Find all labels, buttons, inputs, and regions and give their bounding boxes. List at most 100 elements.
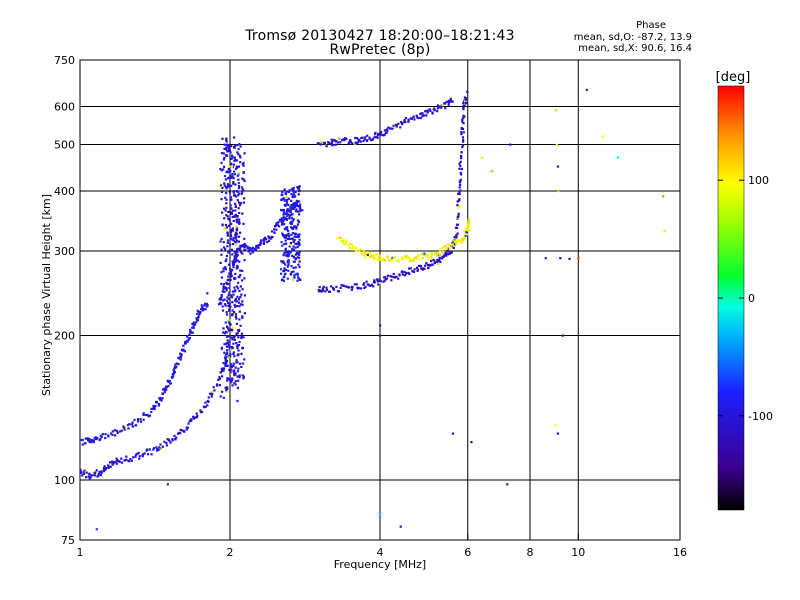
data-point <box>99 473 103 477</box>
data-point <box>120 429 123 432</box>
data-point <box>281 193 284 197</box>
data-point <box>226 349 229 352</box>
data-point <box>377 283 380 286</box>
data-point <box>220 302 223 305</box>
data-point <box>464 234 467 237</box>
data-point <box>229 348 233 351</box>
data-point <box>239 248 242 252</box>
data-point <box>292 226 296 229</box>
data-point <box>236 253 239 257</box>
data-point <box>255 244 258 248</box>
data-point <box>319 143 322 146</box>
data-point <box>291 187 294 191</box>
data-point <box>451 242 454 245</box>
data-point <box>192 417 196 420</box>
data-point <box>220 161 223 164</box>
data-point <box>227 297 230 300</box>
data-point <box>223 298 226 301</box>
data-point <box>459 181 462 184</box>
data-point <box>153 407 156 410</box>
data-point <box>461 127 465 131</box>
data-point <box>92 472 95 475</box>
data-point <box>193 416 197 419</box>
data-point <box>210 395 213 398</box>
data-point <box>165 444 168 447</box>
data-point <box>283 228 286 231</box>
data-point <box>347 244 350 247</box>
data-point <box>228 165 231 168</box>
data-point <box>268 239 271 242</box>
data-point <box>348 247 351 250</box>
data-point <box>237 178 240 181</box>
data-point <box>291 194 295 197</box>
data-point <box>293 276 296 279</box>
data-point <box>83 469 86 472</box>
data-point <box>289 273 293 276</box>
data-point <box>236 331 239 335</box>
data-point <box>188 336 191 340</box>
data-point <box>294 190 297 194</box>
data-point <box>179 358 182 361</box>
data-point <box>255 246 258 249</box>
data-point <box>281 221 284 224</box>
data-point <box>225 342 228 345</box>
data-point <box>236 264 239 268</box>
data-point <box>219 261 222 264</box>
data-point <box>221 186 224 190</box>
data-point <box>390 279 393 282</box>
data-point <box>292 279 295 282</box>
data-point <box>232 266 235 269</box>
data-point <box>284 263 287 266</box>
data-point <box>142 412 145 415</box>
data-point <box>96 436 99 440</box>
data-point <box>363 282 366 285</box>
data-point <box>356 249 359 253</box>
data-point <box>290 193 293 196</box>
data-point <box>225 289 228 292</box>
data-point <box>458 162 461 165</box>
data-point <box>260 239 263 242</box>
data-point <box>462 104 465 107</box>
data-point <box>295 202 298 205</box>
data-point <box>377 132 380 136</box>
data-point <box>234 167 238 170</box>
x-tick-label: 4 <box>377 546 384 559</box>
data-point <box>237 336 240 339</box>
data-point <box>225 202 228 205</box>
data-point <box>461 144 465 147</box>
data-point <box>282 279 285 282</box>
data-point <box>363 138 366 141</box>
data-point <box>372 257 375 260</box>
data-point <box>262 242 266 245</box>
data-point <box>364 252 367 255</box>
data-point <box>233 299 237 302</box>
data-point <box>225 258 228 261</box>
data-point <box>92 439 96 442</box>
data-point <box>183 341 187 344</box>
data-point <box>544 257 547 260</box>
data-point <box>227 354 230 358</box>
data-point <box>240 192 243 195</box>
data-point <box>223 332 226 335</box>
data-point <box>227 279 231 282</box>
data-point <box>119 430 122 433</box>
data-point <box>294 257 297 260</box>
data-point <box>365 139 369 143</box>
data-point <box>226 335 229 338</box>
data-point <box>227 217 230 221</box>
data-point <box>405 272 408 275</box>
data-point <box>285 203 288 206</box>
data-point <box>241 288 244 291</box>
data-point <box>222 283 226 286</box>
data-point <box>236 345 239 348</box>
data-point <box>462 101 465 105</box>
data-point <box>372 285 375 288</box>
data-point <box>237 235 241 238</box>
data-point <box>459 156 463 160</box>
data-point <box>403 118 406 122</box>
data-point <box>227 224 231 227</box>
data-point <box>116 429 119 433</box>
data-point <box>233 144 237 147</box>
data-point <box>131 421 134 424</box>
data-point <box>226 245 229 248</box>
